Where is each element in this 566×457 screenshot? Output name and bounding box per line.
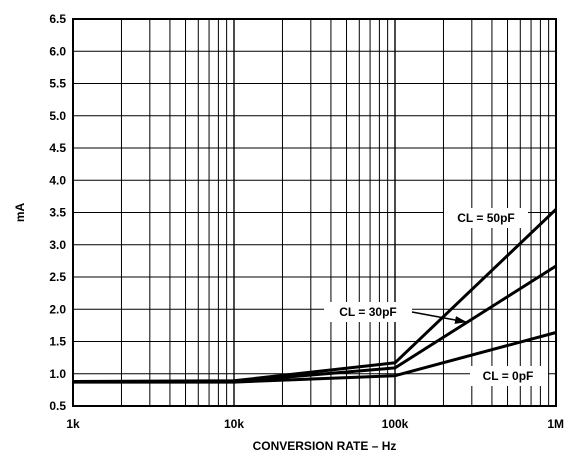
series-line-3 — [73, 331, 557, 384]
annotations: CL = 50pF CL = 30pF CL = 0pF — [324, 208, 548, 386]
y-tick-label: 6.0 — [49, 44, 66, 58]
y-axis-label: mA — [13, 203, 27, 223]
annotation-label: CL = 50pF — [457, 211, 514, 225]
y-tick-label: 0.5 — [49, 399, 66, 413]
series-lines — [72, 208, 558, 384]
plot-frame — [72, 18, 557, 407]
y-tick-label: 4.0 — [49, 173, 66, 187]
x-tick-label: 100k — [382, 417, 409, 431]
x-tick-label: 10k — [224, 417, 244, 431]
y-tick-label: 1.0 — [49, 367, 66, 381]
x-tick-label: 1M — [547, 417, 564, 431]
y-tick-label: 5.5 — [49, 77, 66, 91]
annotation-bg — [444, 208, 528, 228]
annotation-bg — [470, 366, 548, 386]
annotation-label: CL = 30pF — [339, 305, 396, 319]
y-tick-label: 2.0 — [49, 302, 66, 316]
y-tick-label: 1.5 — [49, 335, 66, 349]
series-line-1 — [72, 208, 558, 383]
y-tick-label: 5.0 — [49, 109, 66, 123]
series-line-2 — [73, 264, 557, 383]
y-tick-label: 4.5 — [49, 141, 66, 155]
y-tick-label: 3.0 — [49, 238, 66, 252]
annotation-bg — [324, 302, 412, 322]
annotation-arrow — [411, 311, 467, 324]
y-tick-label: 3.5 — [49, 206, 66, 220]
annotation-label: CL = 0pF — [483, 369, 534, 383]
y-tick-labels: 0.5 1.0 1.5 2.0 2.5 3.0 3.5 4.0 4.5 5.0 5.5 6.0 6.5 — [49, 12, 66, 413]
y-tick-label: 6.5 — [49, 12, 66, 26]
y-tick-label: 2.5 — [49, 270, 66, 284]
x-axis-label: CONVERSION RATE – Hz — [253, 439, 397, 453]
x-tick-labels: 1k 10k 100k 1M — [66, 417, 564, 431]
x-tick-label: 1k — [66, 417, 80, 431]
